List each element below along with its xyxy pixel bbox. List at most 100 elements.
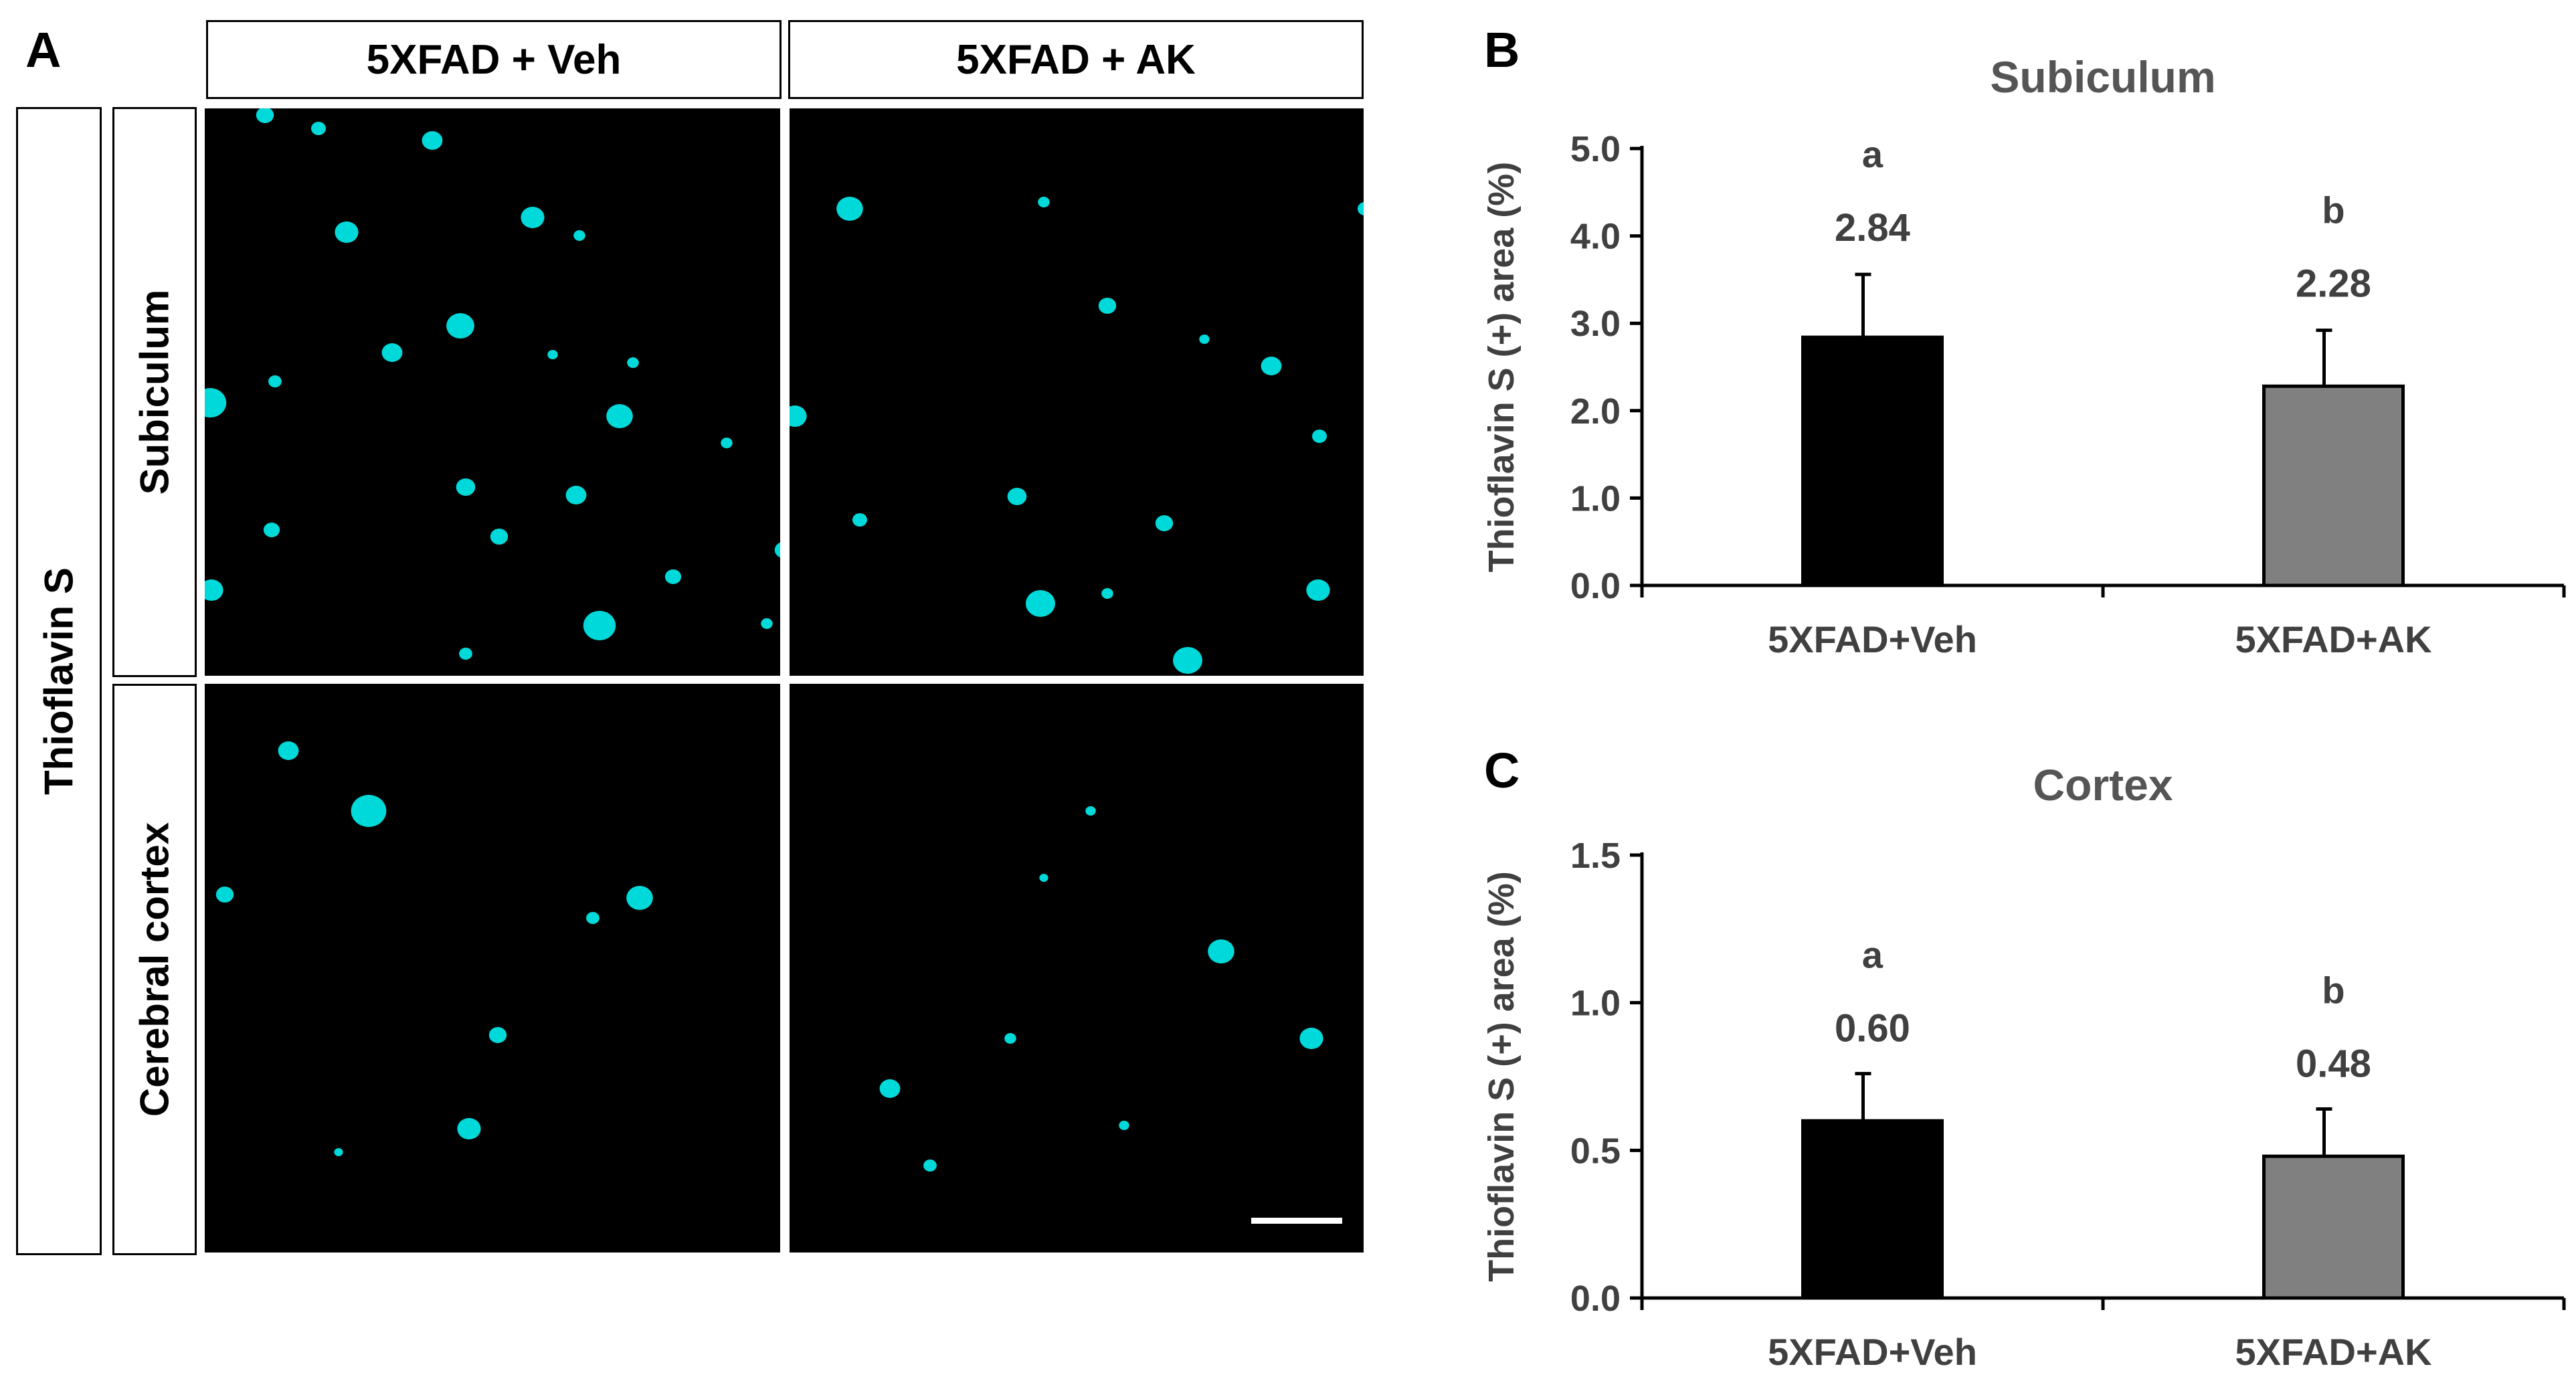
plaque xyxy=(381,343,403,362)
category-label: 5XFAD+Veh xyxy=(1768,1331,1977,1373)
y-tick-label: 0.0 xyxy=(1570,566,1621,606)
column-header-veh: 5XFAD + Veh xyxy=(206,20,781,99)
bar xyxy=(2262,384,2405,587)
y-tick-label: 1.0 xyxy=(1570,984,1621,1024)
plaque xyxy=(1306,579,1330,601)
plaque xyxy=(1173,647,1202,674)
plaque xyxy=(446,313,474,339)
y-tick-label: 3.0 xyxy=(1570,304,1621,344)
plaque xyxy=(1004,1033,1016,1044)
plaque xyxy=(852,513,867,527)
plaque xyxy=(774,542,780,558)
bar xyxy=(1801,335,1944,587)
plaque xyxy=(521,207,545,228)
significance-letter: b xyxy=(2322,189,2344,232)
plaque xyxy=(422,131,443,150)
category-label: 5XFAD+AK xyxy=(2235,618,2431,660)
plaque xyxy=(1199,335,1210,344)
plaque xyxy=(721,438,733,448)
plaque xyxy=(606,404,633,428)
plaque xyxy=(573,230,585,241)
plaque xyxy=(278,741,299,760)
data-label: 2.28 xyxy=(2296,262,2371,306)
plaque xyxy=(256,108,274,123)
y-tick-label: 0.0 xyxy=(1570,1279,1621,1319)
panel-a-letter: A xyxy=(25,22,62,78)
y-tick-label: 5.0 xyxy=(1570,129,1621,169)
chart-cortex: Cortex Thioflavin S (+) area (%) 0.0 0.5 1.0… xyxy=(1481,760,2566,1373)
plaque xyxy=(1208,939,1234,963)
significance-letter: a xyxy=(1862,133,1883,175)
plaque xyxy=(1312,430,1327,443)
plaque xyxy=(268,375,282,387)
micrograph-ak-subiculum xyxy=(790,108,1364,676)
plaque xyxy=(626,886,653,910)
chart-subiculum: Subiculum Thioflavin S (+) area (%) 0.0 1.0… xyxy=(1481,52,2566,660)
bar xyxy=(1801,1119,1944,1300)
plaque xyxy=(1007,488,1027,505)
plaque xyxy=(459,648,472,660)
plaque xyxy=(761,618,773,629)
data-label: 0.48 xyxy=(2296,1042,2371,1086)
plaque xyxy=(583,611,616,640)
plaque xyxy=(565,486,587,504)
chart-title: Subiculum xyxy=(1990,52,2215,102)
y-tick-label: 2.0 xyxy=(1570,391,1621,432)
plaque xyxy=(1026,590,1055,617)
chart-title: Cortex xyxy=(2033,760,2173,810)
y-tick-label: 1.5 xyxy=(1570,836,1621,876)
plaque xyxy=(836,197,863,221)
plaque xyxy=(205,579,223,601)
row-label-subiculum-box: Subiculum xyxy=(112,107,197,677)
plaque xyxy=(586,912,600,924)
plaque xyxy=(547,350,558,359)
significance-letter: b xyxy=(2322,969,2344,1012)
micrograph-ak-cortex xyxy=(790,684,1364,1253)
plaque xyxy=(335,221,359,243)
plaque xyxy=(488,1027,507,1043)
plaque xyxy=(311,122,326,135)
panel-b-letter: B xyxy=(1484,22,1520,78)
plaque xyxy=(1098,298,1117,314)
panel-c-letter: C xyxy=(1484,743,1520,798)
micrograph-veh-subiculum xyxy=(205,108,780,676)
plaque xyxy=(263,523,280,537)
plaque xyxy=(205,388,227,418)
data-label: 0.60 xyxy=(1835,1007,1910,1050)
plaque xyxy=(627,357,639,368)
plaque xyxy=(1155,515,1174,531)
plaque xyxy=(923,1160,937,1172)
plaque xyxy=(1038,197,1050,207)
plaque xyxy=(457,1118,481,1139)
plaque xyxy=(664,569,682,584)
category-label: 5XFAD+Veh xyxy=(1768,618,1977,660)
plaque xyxy=(1039,874,1048,882)
column-header-ak: 5XFAD + AK xyxy=(788,20,1364,99)
plaque xyxy=(790,405,807,427)
plaque xyxy=(1119,1121,1129,1130)
row-label-cortex-box: Cerebral cortex xyxy=(112,684,197,1255)
data-label: 2.84 xyxy=(1835,206,1910,250)
plaque xyxy=(1299,1028,1323,1049)
micrograph-veh-cortex xyxy=(205,684,780,1253)
column-header-ak-label: 5XFAD + AK xyxy=(956,36,1196,83)
category-label: 5XFAD+AK xyxy=(2235,1331,2431,1373)
plaque xyxy=(456,478,476,496)
bar xyxy=(2262,1154,2405,1300)
stain-label-box: Thioflavin S xyxy=(16,107,102,1255)
scale-bar xyxy=(1251,1218,1342,1224)
plaque xyxy=(879,1079,901,1098)
plaque xyxy=(215,887,234,903)
y-tick-label: 4.0 xyxy=(1570,217,1621,257)
y-tick-label: 1.0 xyxy=(1570,478,1621,519)
y-axis-label: Thioflavin S (+) area (%) xyxy=(1481,871,1522,1282)
y-tick-label: 0.5 xyxy=(1570,1131,1621,1171)
column-header-veh-label: 5XFAD + Veh xyxy=(366,36,622,83)
plaque xyxy=(1085,806,1096,816)
plaque xyxy=(334,1148,343,1156)
plaque xyxy=(1101,588,1113,599)
plaque xyxy=(490,529,509,545)
plaque xyxy=(1358,202,1364,215)
plaque xyxy=(351,795,387,827)
plaque xyxy=(1261,357,1282,375)
